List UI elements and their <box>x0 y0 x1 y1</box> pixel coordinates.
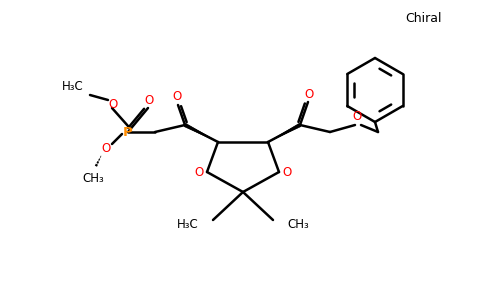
Text: O: O <box>195 166 204 178</box>
Polygon shape <box>268 124 301 142</box>
Text: O: O <box>101 142 111 154</box>
Text: CH₃: CH₃ <box>287 218 309 230</box>
Text: O: O <box>108 98 118 110</box>
Text: Chiral: Chiral <box>405 11 441 25</box>
Text: H₃C: H₃C <box>177 218 199 230</box>
Text: O: O <box>172 91 182 103</box>
Text: O: O <box>144 94 153 106</box>
Text: P: P <box>123 125 133 139</box>
Text: CH₃: CH₃ <box>82 172 104 184</box>
Text: O: O <box>352 110 362 124</box>
Text: O: O <box>304 88 314 100</box>
Text: H₃C: H₃C <box>62 80 84 94</box>
Text: O: O <box>282 166 292 178</box>
Polygon shape <box>184 123 218 142</box>
